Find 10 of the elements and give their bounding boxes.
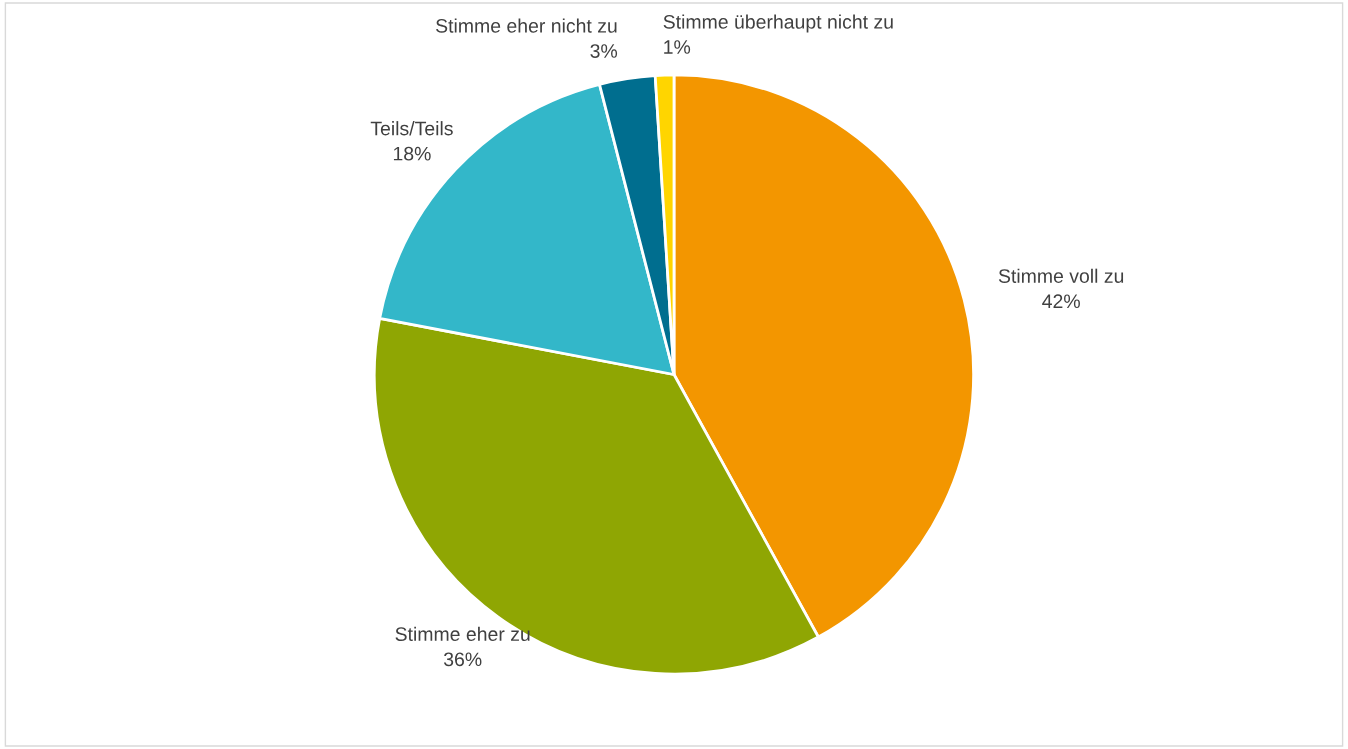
data-label: 1% — [664, 40, 691, 54]
data-label: 3% — [590, 44, 618, 58]
data-label: 18% — [393, 146, 431, 161]
slice-label: Stimme voll zu — [998, 268, 1124, 283]
slice-label: Teils/Teils — [370, 121, 453, 136]
slice-label: Stimme eher zu — [395, 626, 530, 642]
slice-label: Stimme überhaupt nicht zu — [663, 14, 893, 33]
data-label: 36% — [443, 652, 482, 667]
slice-label: Stimme eher nicht zu — [436, 18, 617, 33]
data-label: 42% — [1042, 294, 1080, 309]
